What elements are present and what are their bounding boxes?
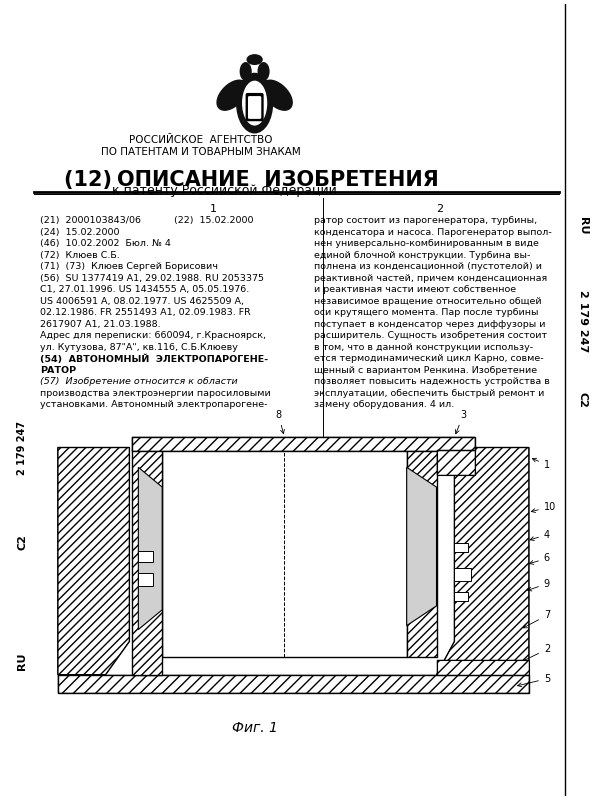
Bar: [454, 542, 467, 552]
Text: 9: 9: [527, 578, 550, 591]
Text: 2 179 247: 2 179 247: [17, 421, 27, 474]
Bar: [454, 591, 467, 601]
Ellipse shape: [258, 62, 269, 80]
Text: C2: C2: [17, 534, 27, 550]
Text: (46)  10.02.2002  Бюл. № 4: (46) 10.02.2002 Бюл. № 4: [40, 239, 171, 248]
Ellipse shape: [243, 82, 266, 125]
Text: 2: 2: [518, 644, 550, 664]
Text: (72)  Клюев С.Б.: (72) Клюев С.Б.: [40, 250, 120, 260]
Bar: [437, 661, 529, 674]
Text: и реактивная части имеют собственное: и реактивная части имеют собственное: [314, 286, 516, 294]
Text: (24)  15.02.2000: (24) 15.02.2000: [40, 228, 120, 237]
Text: 8: 8: [276, 410, 284, 434]
Text: Адрес для переписки: 660094, г.Красноярск,: Адрес для переписки: 660094, г.Красноярс…: [40, 331, 266, 340]
Text: 2: 2: [436, 204, 443, 214]
Text: единой блочной конструкции. Турбина вы-: единой блочной конструкции. Турбина вы-: [314, 250, 530, 260]
Text: эксплуатации, обеспечить быстрый ремонт и: эксплуатации, обеспечить быстрый ремонт …: [314, 389, 545, 398]
Bar: [437, 450, 475, 475]
Text: оси крутящего момента. Пар после турбины: оси крутящего момента. Пар после турбины: [314, 308, 538, 317]
Text: (57)  Изобретение относится к области: (57) Изобретение относится к области: [40, 377, 238, 386]
Text: ется термодинамический цикл Карно, совме-: ется термодинамический цикл Карно, совме…: [314, 354, 544, 363]
Polygon shape: [406, 467, 437, 626]
Text: производства электроэнергии паросиловыми: производства электроэнергии паросиловыми: [40, 389, 271, 398]
Bar: [58, 674, 529, 693]
Bar: [138, 551, 154, 562]
Bar: [133, 438, 475, 451]
Bar: [133, 449, 162, 674]
Bar: [454, 568, 471, 581]
Text: 1: 1: [209, 204, 216, 214]
Text: (56)  SU 1377419 A1, 29.02.1988. RU 2053375: (56) SU 1377419 A1, 29.02.1988. RU 20533…: [40, 274, 264, 282]
Text: 02.12.1986. FR 2551493 A1, 02.09.1983. FR: 02.12.1986. FR 2551493 A1, 02.09.1983. F…: [40, 308, 251, 317]
Text: Фиг. 1: Фиг. 1: [231, 721, 278, 734]
Text: RU: RU: [578, 217, 588, 234]
Text: расширитель. Сущность изобретения состоит: расширитель. Сущность изобретения состои…: [314, 331, 547, 340]
Text: 1: 1: [532, 458, 550, 470]
Text: 7: 7: [523, 610, 550, 628]
Text: РОССИЙСКОЕ  АГЕНТСТВО: РОССИЙСКОЕ АГЕНТСТВО: [129, 134, 273, 145]
FancyBboxPatch shape: [249, 97, 260, 118]
Text: установками. Автономный электропарогене-: установками. Автономный электропарогене-: [40, 400, 268, 409]
Bar: [138, 574, 154, 586]
Bar: [406, 447, 437, 658]
Text: 2617907 A1, 21.03.1988.: 2617907 A1, 21.03.1988.: [40, 320, 161, 329]
Text: к патенту Российской Федерации: к патенту Российской Федерации: [112, 184, 336, 197]
Text: ратор состоит из парогенератора, турбины,: ратор состоит из парогенератора, турбины…: [314, 216, 537, 226]
Polygon shape: [138, 467, 162, 630]
Text: независимое вращение относительно общей: независимое вращение относительно общей: [314, 297, 542, 306]
Text: (21)  2000103843/06           (22)  15.02.2000: (21) 2000103843/06 (22) 15.02.2000: [40, 216, 254, 226]
Text: US 4006591 A, 08.02.1977. US 4625509 A,: US 4006591 A, 08.02.1977. US 4625509 A,: [40, 297, 244, 306]
Text: (54)  АВТОНОМНЫЙ  ЭЛЕКТРОПАРОГЕНЕ-: (54) АВТОНОМНЫЙ ЭЛЕКТРОПАРОГЕНЕ-: [40, 354, 268, 363]
Text: RU: RU: [17, 653, 27, 670]
Bar: [133, 438, 475, 451]
Bar: [162, 447, 406, 658]
Ellipse shape: [240, 62, 251, 80]
Polygon shape: [437, 447, 529, 674]
Text: 2 179 247: 2 179 247: [578, 290, 588, 352]
Text: (12): (12): [64, 170, 119, 190]
Text: реактивной частей, причем конденсационная: реактивной частей, причем конденсационна…: [314, 274, 548, 282]
Text: ул. Кутузова, 87"А", кв.116, С.Б.Клюеву: ул. Кутузова, 87"А", кв.116, С.Б.Клюеву: [40, 342, 238, 352]
Bar: [58, 674, 529, 693]
Text: 4: 4: [530, 530, 550, 541]
Text: ОПИСАНИЕ  ИЗОБРЕТЕНИЯ: ОПИСАНИЕ ИЗОБРЕТЕНИЯ: [117, 170, 439, 190]
Bar: [437, 450, 475, 475]
Text: замену оборудования. 4 ил.: замену оборудования. 4 ил.: [314, 400, 454, 409]
Text: конденсатора и насоса. Парогенератор выпол-: конденсатора и насоса. Парогенератор вып…: [314, 228, 552, 237]
Text: 5: 5: [518, 674, 550, 686]
Text: ПО ПАТЕНТАМ И ТОВАРНЫМ ЗНАКАМ: ПО ПАТЕНТАМ И ТОВАРНЫМ ЗНАКАМ: [101, 146, 301, 157]
Text: поступает в конденсатор через диффузоры и: поступает в конденсатор через диффузоры …: [314, 320, 546, 329]
Text: нен универсально-комбинированным в виде: нен универсально-комбинированным в виде: [314, 239, 539, 248]
Text: в том, что в данной конструкции использу-: в том, что в данной конструкции использу…: [314, 342, 534, 352]
Bar: [133, 449, 162, 674]
Text: C1, 27.01.1996. US 1434555 A, 05.05.1976.: C1, 27.01.1996. US 1434555 A, 05.05.1976…: [40, 286, 249, 294]
Polygon shape: [58, 447, 130, 674]
Ellipse shape: [237, 74, 273, 133]
Text: полнена из конденсационной (пустотелой) и: полнена из конденсационной (пустотелой) …: [314, 262, 542, 271]
Text: позволяет повысить надежность устройства в: позволяет повысить надежность устройства…: [314, 377, 550, 386]
Text: 3: 3: [456, 410, 467, 434]
Bar: [437, 661, 529, 674]
Text: C2: C2: [578, 392, 588, 408]
Ellipse shape: [262, 80, 292, 110]
Ellipse shape: [217, 80, 247, 110]
Text: (71)  (73)  Клюев Сергей Борисович: (71) (73) Клюев Сергей Борисович: [40, 262, 218, 271]
Text: РАТОР: РАТОР: [40, 366, 76, 374]
Text: 6: 6: [529, 554, 550, 564]
Text: щенный с вариантом Ренкина. Изобретение: щенный с вариантом Ренкина. Изобретение: [314, 366, 537, 374]
Text: 10: 10: [531, 502, 556, 513]
FancyBboxPatch shape: [246, 94, 263, 121]
Ellipse shape: [247, 55, 262, 64]
Bar: [406, 447, 437, 658]
